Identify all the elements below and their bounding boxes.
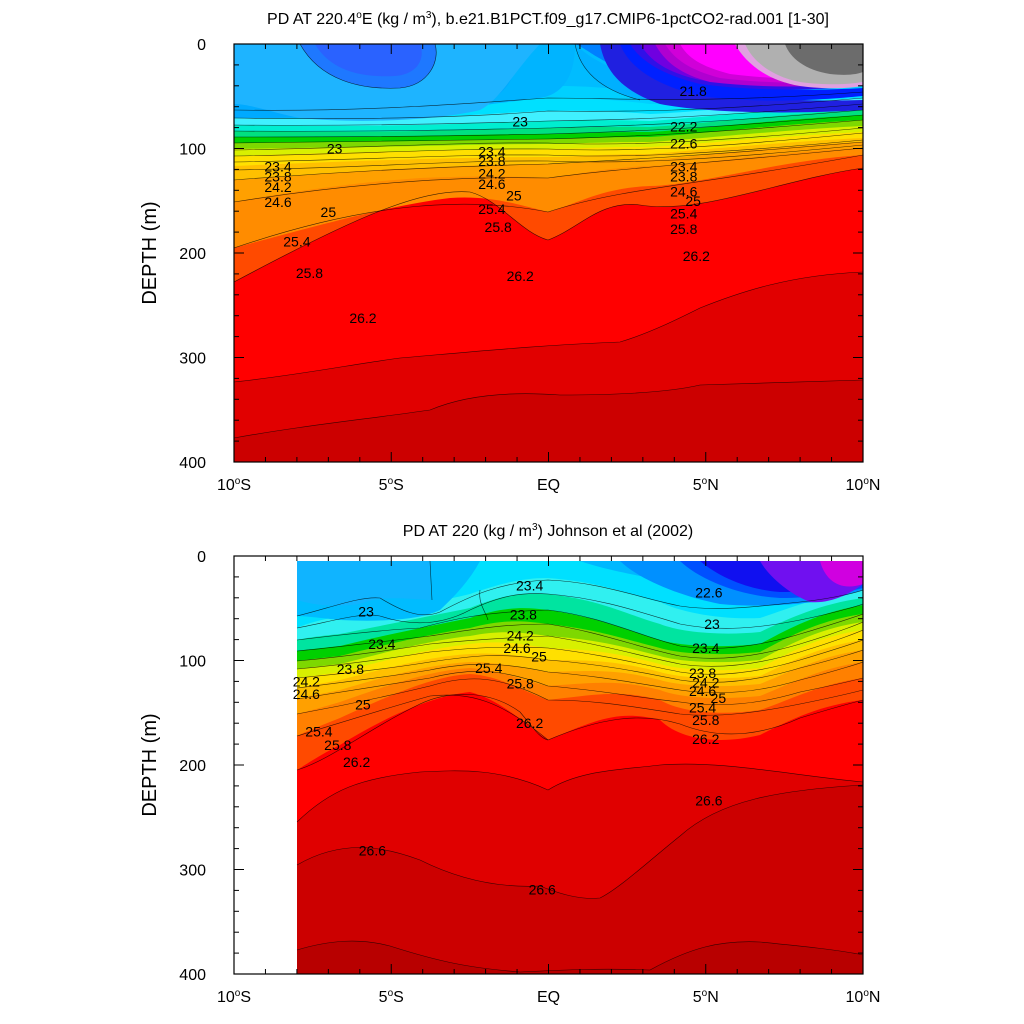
panel-2-field [296,560,863,974]
y-tick-label: 300 [179,351,206,368]
x-tick-label: 10oN [846,476,881,494]
panel-1: PD AT 220.4oE (kg / m3), b.e21.B1PCT.f09… [139,10,880,494]
contour-label: 25.4 [305,724,332,740]
panel-2-ylabel: DEPTH (m) [139,713,161,816]
contour-label: 23 [704,616,720,632]
contour-label: 26.2 [683,248,710,264]
contour-label: 23.8 [478,153,505,169]
y-tick-label: 300 [179,863,206,880]
contour-label: 24.6 [503,640,530,656]
panel-1-ticks: 0 100 200 300 400 10oS 5oS EQ 5oN 10oN [179,37,880,494]
panel-1-contour-labels: 2323.423.824.224.62525.425.826.22323.423… [264,83,710,326]
panel-1-title: PD AT 220.4oE (kg / m3), b.e21.B1PCT.f09… [267,10,829,28]
contour-label: 23.8 [689,665,716,681]
contour-label: 25.8 [670,221,697,237]
contour-label: 26.6 [695,793,722,809]
x-tick-label: 10oS [217,476,251,494]
contour-label: 24.6 [293,686,320,702]
contour-label: 25.8 [485,219,512,235]
contour-label: 26.2 [343,754,370,770]
contour-label: 26.2 [516,715,543,731]
panel-2-title: PD AT 220 (kg / m3) Johnson et al (2002) [403,522,693,540]
x-tick-label: EQ [537,989,560,1006]
contour-label: 25.8 [324,737,351,753]
contour-label: 25.4 [670,205,697,221]
panel-2: PD AT 220 (kg / m3) Johnson et al (2002) [139,522,880,1006]
contour-label: 26.2 [507,268,534,284]
panel-2-ticks: 0 100 200 300 400 10oS 5oS EQ 5oN 10oN [179,549,880,1006]
contour-label: 24.2 [692,674,719,690]
contour-label: 24.2 [507,627,534,643]
contour-label: 25 [711,690,727,706]
y-tick-label: 400 [179,455,206,472]
contour-label: 26.6 [359,843,386,859]
x-tick-label: 5oS [379,476,404,494]
contour-label: 25 [355,696,371,712]
contour-label: 21.8 [680,83,707,99]
contour-label: 25.4 [475,660,502,676]
x-tick-label: 5oN [693,988,719,1006]
contour-label: 23.4 [368,636,395,652]
x-tick-label: 10oS [217,988,251,1006]
contour-label: 24.2 [264,179,291,195]
y-tick-label: 0 [197,549,206,566]
contour-label: 23.4 [264,158,291,174]
contour-label: 24.6 [264,194,291,210]
y-tick-label: 100 [179,142,206,159]
contour-label: 25 [685,193,701,209]
contour-label: 24.6 [670,183,697,199]
contour-label: 23.4 [692,640,719,656]
x-tick-label: EQ [537,477,560,494]
contour-label: 22.2 [670,119,697,135]
x-tick-label: 5oS [379,988,404,1006]
panel-1-ylabel: DEPTH (m) [139,201,161,304]
contour-label: 23.8 [337,661,364,677]
contour-label: 25.4 [478,201,505,217]
contour-label: 23.4 [516,577,543,593]
contour-label: 24.6 [689,683,716,699]
contour-label: 24.6 [478,176,505,192]
contour-label: 23 [327,141,343,157]
y-tick-label: 200 [179,246,206,263]
contour-label: 23.4 [478,144,505,160]
contour-label: 23.8 [510,607,537,623]
panel-2-contour-labels: 2323.423.824.224.62525.425.826.226.623.4… [293,577,727,897]
contour-label: 22.6 [695,585,722,601]
contour-label: 23 [512,113,528,129]
contour-label: 23 [358,603,374,619]
contour-label: 25.4 [283,234,310,250]
y-tick-label: 0 [197,37,206,54]
y-tick-label: 200 [179,758,206,775]
y-tick-label: 400 [179,967,206,984]
contour-label: 22.6 [670,135,697,151]
contour-label: 26.2 [692,731,719,747]
contour-label: 24.2 [478,166,505,182]
x-tick-label: 5oN [693,476,719,494]
x-tick-label: 10oN [846,988,881,1006]
contour-label: 25.8 [507,675,534,691]
panel-1-field [234,44,863,462]
contour-label: 26.2 [349,310,376,326]
contour-label: 23.8 [264,169,291,185]
y-tick-label: 100 [179,654,206,671]
contour-label: 25 [531,648,547,664]
contour-label: 25.8 [692,712,719,728]
contour-label: 23.8 [670,169,697,185]
contour-label: 26.6 [529,881,556,897]
contour-label: 25 [506,188,522,204]
contour-label: 25.8 [296,265,323,281]
contour-label: 25 [321,204,337,220]
contour-label: 23.4 [670,158,697,174]
contour-label: 25.4 [689,700,716,716]
contour-label: 24.2 [293,673,320,689]
